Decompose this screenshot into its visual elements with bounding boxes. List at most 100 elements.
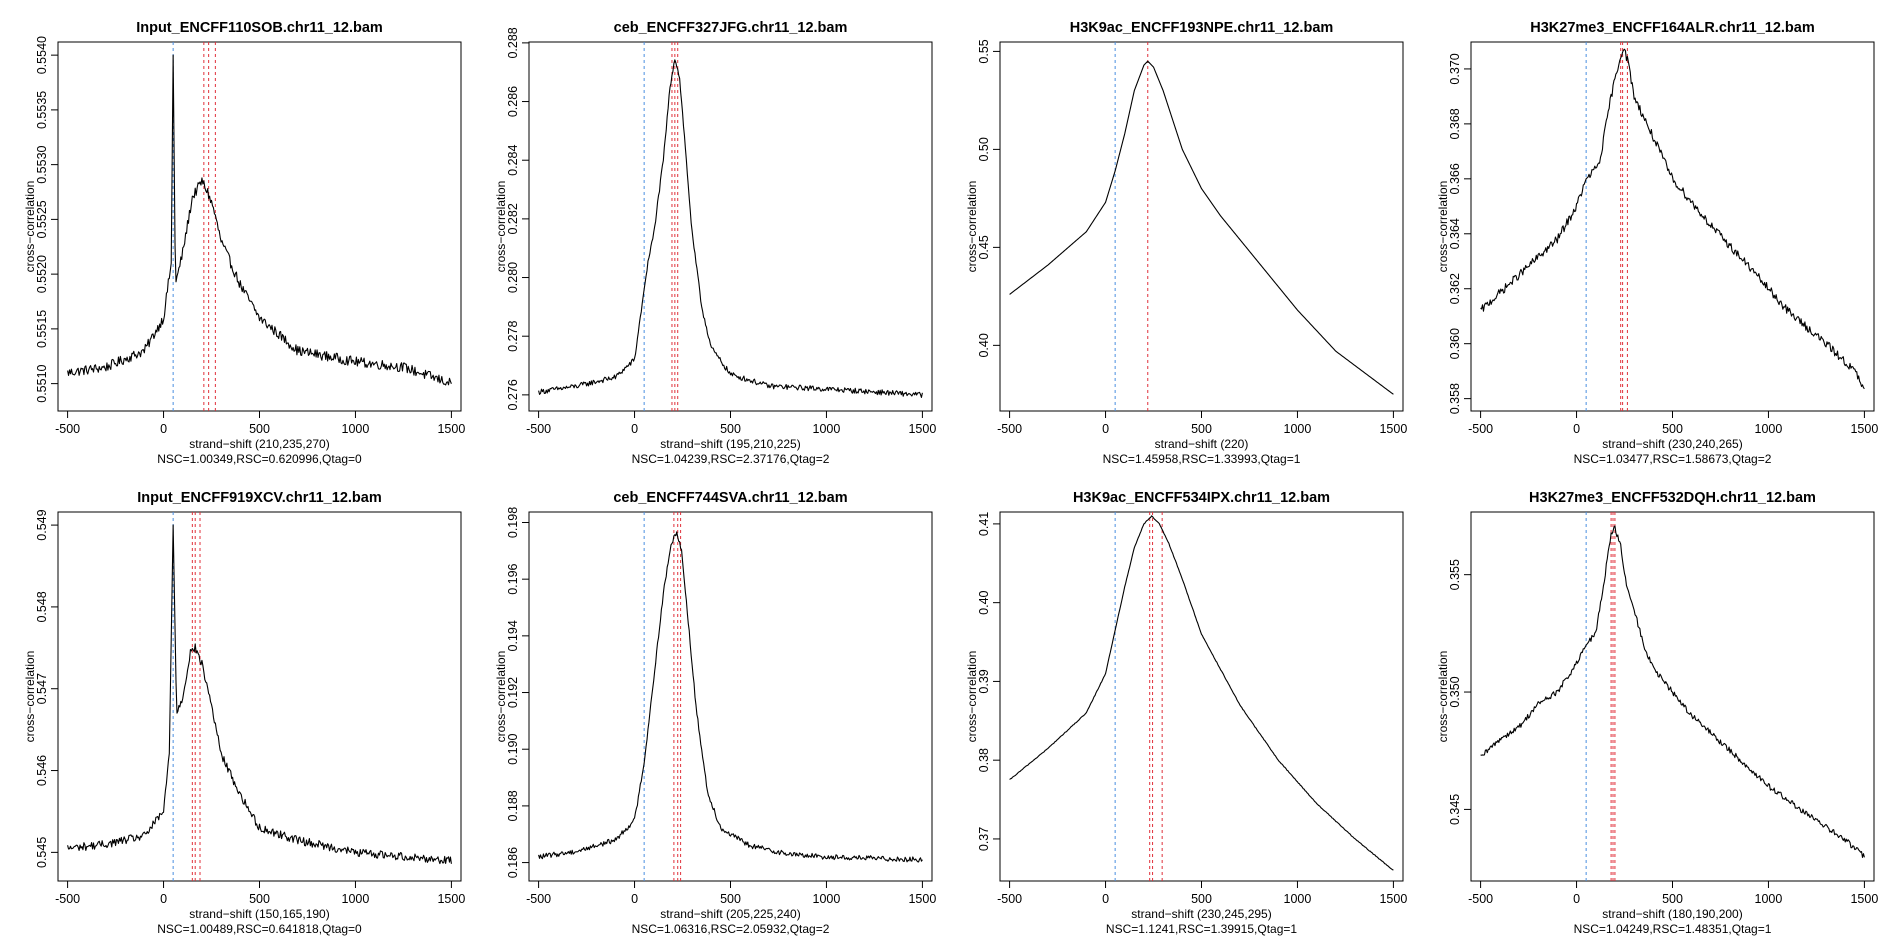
x-tick-label: 500	[249, 422, 270, 436]
y-axis-label: cross−correlation	[965, 181, 979, 273]
y-tick-label: 0.5515	[35, 310, 49, 348]
chart-svg: Input_ENCFF110SOB.chr11_12.bam -500 0 500 10…	[23, 20, 465, 466]
chart-svg: H3K9ac_ENCFF534IPX.chr11_12.bam -500 0 500 1…	[965, 490, 1407, 936]
x-tick-label: 500	[1191, 422, 1212, 436]
chart-title: H3K27me3_ENCFF164ALR.chr11_12.bam	[1530, 20, 1815, 36]
chart-title: H3K27me3_ENCFF532DQH.chr11_12.bam	[1529, 490, 1816, 506]
y-tick-label: 0.370	[1448, 53, 1462, 84]
chart-panel: H3K9ac_ENCFF534IPX.chr11_12.bam -500 0 500 1…	[942, 470, 1413, 945]
y-tick-label: 0.45	[977, 235, 991, 259]
y-tick-label: 0.345	[1448, 794, 1462, 825]
x-tick-label: 1000	[1755, 422, 1783, 436]
x-axis-label: strand−shift (220)	[1155, 437, 1249, 451]
y-tick-label: 0.282	[506, 203, 520, 234]
x-tick-label: -500	[1468, 422, 1493, 436]
chart-panel: H3K9ac_ENCFF193NPE.chr11_12.bam -500 0 500 1…	[942, 0, 1413, 475]
y-tick-label: 0.358	[1448, 383, 1462, 414]
plot-frame	[57, 41, 462, 412]
y-tick-label: 0.368	[1448, 108, 1462, 139]
cross-correlation-curve	[538, 531, 923, 863]
x-tick-label: 1500	[908, 422, 936, 436]
y-axis-label: cross−correlation	[23, 181, 37, 273]
chart-panel: H3K27me3_ENCFF164ALR.chr11_12.bam -500 0 50…	[1413, 0, 1884, 475]
y-tick-label: 0.40	[977, 590, 991, 614]
x-axis-label: strand−shift (180,190,200)	[1602, 907, 1742, 921]
x-tick-label: 1000	[342, 892, 370, 906]
chart-svg: Input_ENCFF919XCV.chr11_12.bam -500 0 500 10…	[23, 490, 465, 936]
y-axis-label: cross−correlation	[494, 181, 508, 273]
y-tick-label: 0.366	[1448, 163, 1462, 194]
y-axis-label: cross−correlation	[1436, 651, 1450, 743]
y-tick-label: 0.549	[35, 509, 49, 540]
y-tick-label: 0.190	[506, 734, 520, 765]
y-tick-label: 0.280	[506, 262, 520, 293]
quality-stats-label: NSC=1.1241,RSC=1.39915,Qtag=1	[1106, 922, 1297, 936]
x-tick-label: 1000	[1755, 892, 1783, 906]
quality-stats-label: NSC=1.04239,RSC=2.37176,Qtag=2	[632, 452, 830, 466]
x-tick-label: 0	[1102, 892, 1109, 906]
x-tick-label: 1500	[1850, 892, 1878, 906]
y-tick-label: 0.362	[1448, 273, 1462, 304]
y-tick-label: 0.350	[1448, 676, 1462, 707]
x-tick-label: -500	[55, 422, 80, 436]
y-tick-label: 0.194	[506, 620, 520, 651]
cross-correlation-curve	[1009, 515, 1394, 871]
x-tick-label: 0	[160, 422, 167, 436]
y-tick-label: 0.288	[506, 27, 520, 58]
x-tick-label: 500	[1662, 422, 1683, 436]
y-tick-label: 0.39	[977, 669, 991, 693]
y-tick-label: 0.548	[35, 591, 49, 622]
x-axis-label: strand−shift (150,165,190)	[189, 907, 329, 921]
chart-title: Input_ENCFF110SOB.chr11_12.bam	[136, 20, 383, 36]
y-tick-label: 0.192	[506, 677, 520, 708]
y-tick-label: 0.5530	[35, 145, 49, 183]
y-axis-label: cross−correlation	[494, 651, 508, 743]
plot-frame	[528, 511, 933, 882]
x-tick-label: 500	[720, 422, 741, 436]
x-tick-label: 1000	[1284, 892, 1312, 906]
cross-correlation-curve	[1009, 60, 1394, 395]
quality-stats-label: NSC=1.04249,RSC=1.48351,Qtag=1	[1574, 922, 1772, 936]
x-tick-label: 1500	[437, 892, 465, 906]
y-tick-label: 0.188	[506, 790, 520, 821]
x-tick-label: 1500	[908, 892, 936, 906]
chart-svg: ceb_ENCFF327JFG.chr11_12.bam -500 0 500 1000…	[494, 20, 936, 466]
x-tick-label: 0	[160, 892, 167, 906]
y-tick-label: 0.364	[1448, 218, 1462, 249]
x-tick-label: 1500	[1379, 422, 1407, 436]
x-tick-label: -500	[997, 422, 1022, 436]
y-tick-label: 0.5525	[35, 200, 49, 238]
x-tick-label: 0	[1573, 892, 1580, 906]
chart-panel: ceb_ENCFF327JFG.chr11_12.bam -500 0 500 1000…	[471, 0, 942, 475]
chart-panel: ceb_ENCFF744SVA.chr11_12.bam -500 0 500 1000…	[471, 470, 942, 945]
x-tick-label: 1000	[1284, 422, 1312, 436]
x-tick-label: 1000	[813, 422, 841, 436]
cross-correlation-curve	[1480, 525, 1865, 858]
y-tick-label: 0.278	[506, 321, 520, 352]
quality-stats-label: NSC=1.03477,RSC=1.58673,Qtag=2	[1574, 452, 1772, 466]
x-tick-label: 1000	[342, 422, 370, 436]
y-tick-label: 0.5510	[35, 364, 49, 402]
y-tick-label: 0.360	[1448, 328, 1462, 359]
x-tick-label: 500	[1662, 892, 1683, 906]
y-tick-label: 0.50	[977, 137, 991, 161]
x-tick-label: 500	[720, 892, 741, 906]
chart-svg: H3K27me3_ENCFF532DQH.chr11_12.bam -500 0 50…	[1436, 490, 1878, 936]
x-tick-label: -500	[526, 892, 551, 906]
chart-svg: H3K9ac_ENCFF193NPE.chr11_12.bam -500 0 500 1…	[965, 20, 1407, 466]
x-axis-label: strand−shift (210,235,270)	[189, 437, 329, 451]
quality-stats-label: NSC=1.00489,RSC=0.641818,Qtag=0	[157, 922, 362, 936]
x-axis-label: strand−shift (230,240,265)	[1602, 437, 1742, 451]
x-tick-label: -500	[55, 892, 80, 906]
y-tick-label: 0.198	[506, 507, 520, 538]
x-tick-label: -500	[997, 892, 1022, 906]
x-tick-label: -500	[526, 422, 551, 436]
chart-svg: H3K27me3_ENCFF164ALR.chr11_12.bam -500 0 50…	[1436, 20, 1878, 466]
quality-stats-label: NSC=1.06316,RSC=2.05932,Qtag=2	[632, 922, 830, 936]
y-tick-label: 0.276	[506, 379, 520, 410]
x-axis-label: strand−shift (195,210,225)	[660, 437, 800, 451]
plot-frame	[528, 41, 933, 412]
y-tick-label: 0.40	[977, 333, 991, 357]
plot-frame	[1470, 41, 1875, 412]
y-tick-label: 0.284	[506, 145, 520, 176]
